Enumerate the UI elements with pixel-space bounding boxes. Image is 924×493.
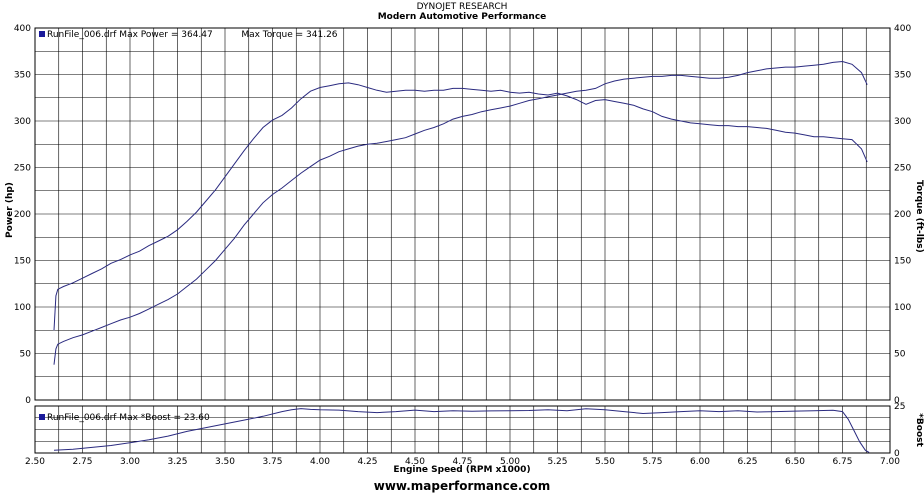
torque-tick-label: 0: [894, 396, 900, 406]
torque-tick-label: 250: [894, 164, 911, 174]
torque-tick-label: 400: [894, 24, 911, 34]
footer-url[interactable]: www.maperformance.com: [373, 479, 551, 493]
x-tick-label: 5.00: [500, 457, 520, 467]
x-tick-label: 3.00: [120, 457, 140, 467]
x-tick-label: 3.50: [215, 457, 235, 467]
boost-curve: [53, 408, 870, 453]
torque-tick-label: 200: [894, 210, 911, 220]
power-tick-label: 400: [14, 24, 31, 34]
torque-curve: [53, 82, 868, 331]
power-tick-label: 350: [14, 71, 31, 81]
torque-tick-label: 350: [894, 71, 911, 81]
x-tick-label: 6.00: [690, 457, 710, 467]
power-tick-label: 0: [25, 396, 31, 406]
x-tick-label: 4.25: [357, 457, 377, 467]
torque-tick-label: 300: [894, 117, 911, 127]
x-axis-label: Engine Speed (RPM x1000): [393, 465, 531, 475]
x-tick-label: 7.00: [880, 457, 900, 467]
power-curve: [53, 60, 868, 365]
x-tick-label: 4.00: [310, 457, 330, 467]
power-tick-label: 250: [14, 164, 31, 174]
x-tick-label: 5.75: [642, 457, 662, 467]
torque-tick-label: 150: [894, 257, 911, 267]
power-tick-label: 200: [14, 210, 31, 220]
boost-legend-text: RunFile_006.drf Max *Boost = 23.60: [47, 413, 210, 423]
x-tick-label: 6.25: [737, 457, 757, 467]
x-tick-label: 2.50: [25, 457, 45, 467]
power-legend-text: RunFile_006.drf Max Power = 364.47 Max T…: [47, 30, 338, 40]
x-tick-label: 3.75: [262, 457, 282, 467]
x-tick-label: 6.75: [832, 457, 852, 467]
torque-tick-label: 50: [894, 350, 906, 360]
legend-marker: [39, 31, 45, 37]
power-tick-label: 100: [14, 303, 31, 313]
torque-tick-label: 100: [894, 303, 911, 313]
chart-header-company: DYNOJET RESEARCH: [416, 2, 508, 12]
x-tick-label: 4.75: [452, 457, 472, 467]
chart-header-shop: Modern Automotive Performance: [377, 12, 547, 22]
power-tick-label: 300: [14, 117, 31, 127]
boost-tick-label: 0: [894, 449, 900, 459]
x-tick-label: 5.25: [547, 457, 567, 467]
boost-tick-label: 25: [894, 402, 905, 412]
x-tick-label: 5.50: [595, 457, 615, 467]
boost-legend-marker: [39, 414, 45, 420]
x-tick-label: 4.50: [405, 457, 425, 467]
x-tick-label: 3.25: [167, 457, 187, 467]
x-tick-label: 2.75: [72, 457, 92, 467]
x-tick-label: 6.50: [785, 457, 805, 467]
power-tick-label: 150: [14, 257, 31, 267]
power-tick-label: 50: [20, 350, 32, 360]
